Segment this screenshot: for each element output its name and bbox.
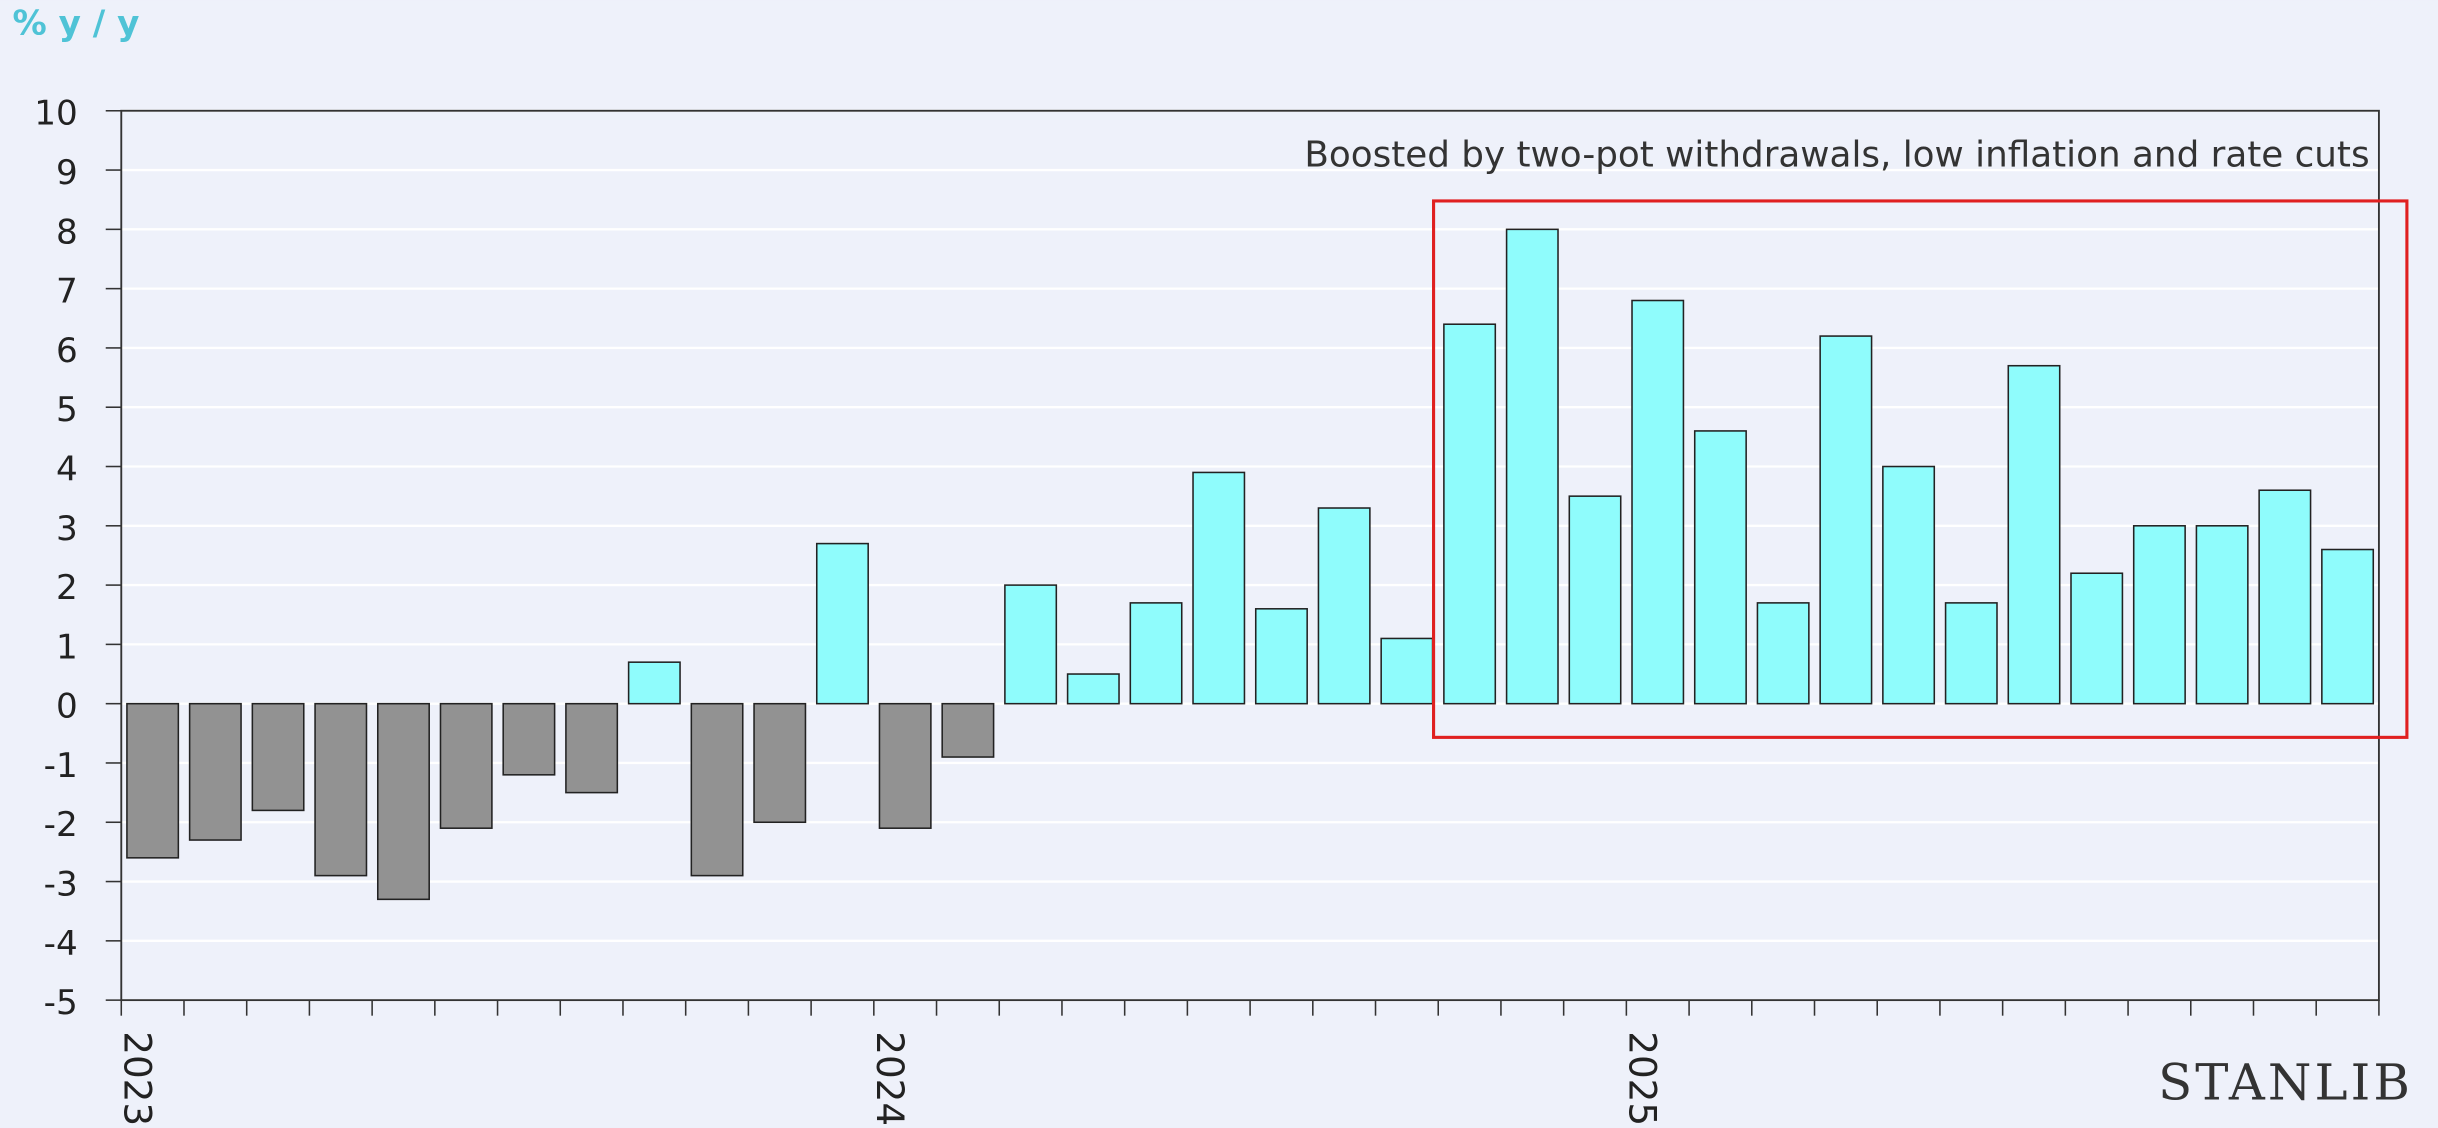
bar xyxy=(1129,602,1183,705)
bar xyxy=(2132,525,2186,705)
bar xyxy=(878,702,932,829)
bar xyxy=(1568,495,1622,705)
y-tick-label: 6 xyxy=(56,331,78,371)
bar xyxy=(314,702,368,877)
bar xyxy=(1192,471,1246,705)
bar xyxy=(1004,584,1058,705)
bar xyxy=(1317,507,1371,705)
bar xyxy=(1819,335,1873,705)
y-tick-label: -5 xyxy=(44,983,78,1023)
bar xyxy=(2070,572,2124,705)
bar xyxy=(376,702,430,901)
bar xyxy=(1443,323,1497,705)
y-tick-label: -3 xyxy=(44,865,78,905)
bar xyxy=(815,542,869,705)
y-tick-label: -4 xyxy=(44,924,78,964)
y-tick-label: 2 xyxy=(56,568,78,608)
bar xyxy=(126,702,180,859)
bar xyxy=(1066,673,1120,705)
bar xyxy=(1693,430,1747,705)
highlight-box xyxy=(1432,199,2409,739)
y-tick-label: 1 xyxy=(56,627,78,667)
y-tick-label: 5 xyxy=(56,390,78,430)
bar xyxy=(1944,602,1998,705)
annotation: Boosted by two-pot withdrawals, low infl… xyxy=(1304,135,2369,176)
x-tick-label: 2023 xyxy=(115,1031,159,1126)
y-tick-label: -1 xyxy=(44,746,78,786)
x-tick-label: 2025 xyxy=(1620,1031,1664,1126)
bar xyxy=(2195,525,2249,705)
bar xyxy=(565,702,619,794)
y-tick-label: 10 xyxy=(34,94,78,134)
bar xyxy=(1631,299,1685,705)
bar xyxy=(502,702,556,776)
bar xyxy=(188,702,242,841)
y-tick-label: 9 xyxy=(56,153,78,193)
bar xyxy=(941,702,995,758)
bar xyxy=(1756,602,1810,705)
bar xyxy=(2007,364,2061,705)
y-tick-label: -2 xyxy=(44,805,78,845)
brand-logo: STANLIB xyxy=(2158,1054,2413,1112)
bar xyxy=(1882,465,1936,705)
y-tick-label: 8 xyxy=(56,212,78,252)
bar xyxy=(690,702,744,877)
bar xyxy=(627,661,681,705)
bar xyxy=(2321,548,2375,705)
y-tick-label: 3 xyxy=(56,509,78,549)
bar xyxy=(1505,228,1559,705)
bar xyxy=(439,702,493,829)
x-tick-label: 2024 xyxy=(868,1031,912,1126)
bar xyxy=(1254,608,1308,705)
bar xyxy=(753,702,807,824)
bar xyxy=(2258,489,2312,705)
plot-frame xyxy=(120,109,2380,1002)
bar xyxy=(1380,637,1434,705)
bar xyxy=(251,702,305,812)
y-tick-label: 7 xyxy=(56,272,78,312)
y-tick-label: 4 xyxy=(56,450,78,490)
y-tick-label: 0 xyxy=(56,687,78,727)
y-axis-label: % y / y xyxy=(12,4,139,44)
